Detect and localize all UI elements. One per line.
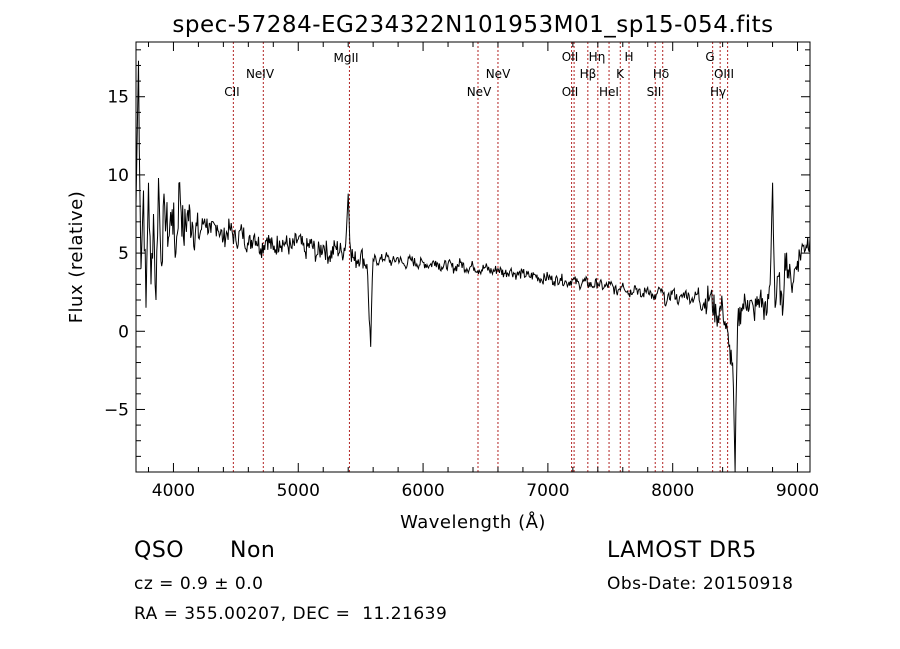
redshift-cz: cz = 0.9 ± 0.0 [134, 574, 264, 594]
y-tick-label: 10 [107, 166, 129, 186]
line-marker-label: Hγ [710, 85, 726, 99]
spectrum-series [135, 60, 811, 473]
line-marker-label: Hδ [653, 67, 669, 81]
x-axis-label: Wavelength (Å) [400, 511, 546, 533]
spectrum-line [135, 60, 811, 473]
object-subclass: Non [230, 538, 276, 563]
line-marker-label: NeIV [246, 67, 275, 81]
x-tick-label: 8000 [651, 481, 694, 501]
x-tick-label: 5000 [277, 481, 320, 501]
y-tick-label: 5 [118, 244, 129, 264]
y-tick-label: 0 [118, 322, 129, 342]
line-marker-label: HeI [599, 85, 619, 99]
x-axis-ticks: 4000 5000 6000 7000 8000 9000 [147, 42, 819, 501]
object-class: QSO [134, 538, 185, 563]
spectral-line-markers [232, 42, 729, 472]
line-marker-label: MgII [333, 51, 358, 65]
line-marker-label: OII [562, 85, 579, 99]
line-marker-label: NeV [467, 85, 492, 99]
plot-frame [135, 41, 811, 473]
line-marker-label: Hβ [580, 67, 597, 81]
x-tick-label: 7000 [526, 481, 569, 501]
y-axis-label: Flux (relative) [66, 191, 87, 324]
x-tick-label: 9000 [776, 481, 819, 501]
chart-title: spec-57284-EG234322N101953M01_sp15-054.f… [172, 12, 773, 38]
line-marker-label: CII [224, 85, 239, 99]
y-axis-ticks: −5 0 5 10 15 [104, 49, 810, 457]
line-marker-label: OII [562, 50, 579, 64]
line-marker-label: SII [647, 85, 662, 99]
line-marker-label: G [705, 50, 714, 64]
line-marker-label: K [616, 67, 625, 81]
x-tick-label: 4000 [152, 481, 195, 501]
y-tick-label: 15 [107, 88, 129, 108]
line-marker-label: H [624, 50, 633, 64]
y-tick-label: −5 [104, 400, 129, 420]
line-marker-label: Hη [589, 50, 606, 64]
survey-name: LAMOST DR5 [607, 538, 757, 563]
observation-date: Obs-Date: 20150918 [607, 574, 794, 594]
x-tick-label: 6000 [401, 481, 444, 501]
coordinates: RA = 355.00207, DEC = 11.21639 [134, 604, 448, 624]
line-marker-label: NeV [486, 67, 511, 81]
line-marker-label: OIII [714, 67, 734, 81]
